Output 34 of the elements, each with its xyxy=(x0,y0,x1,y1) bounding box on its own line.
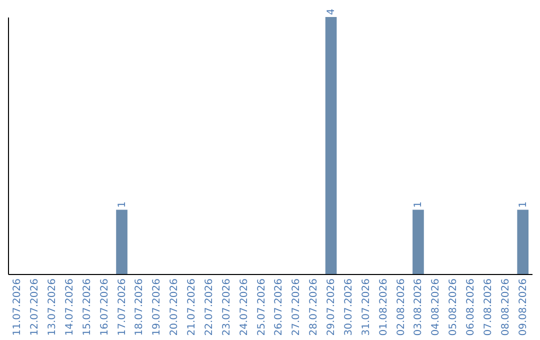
x-tick-label: 16.07.2026 xyxy=(99,278,110,336)
x-tick-label: 04.08.2026 xyxy=(430,278,442,336)
x-tick-label: 24.07.2026 xyxy=(238,278,250,336)
x-tick-label: 06.08.2026 xyxy=(466,278,477,336)
x-tick-label: 30.07.2026 xyxy=(343,278,354,336)
x-tick-label: 22.07.2026 xyxy=(204,278,215,336)
x-tick-label: 12.07.2026 xyxy=(30,278,41,336)
x-tick-label: 09.08.2026 xyxy=(518,278,529,336)
data-label: 4 xyxy=(326,8,338,15)
x-tick-label: 05.08.2026 xyxy=(448,278,460,336)
x-tick-label: 27.07.2026 xyxy=(291,278,302,336)
x-tick-label: 20.07.2026 xyxy=(169,278,180,336)
x-tick-label: 03.08.2026 xyxy=(413,278,424,336)
x-tick-label: 13.07.2026 xyxy=(47,278,58,336)
x-tick-label: 19.07.2026 xyxy=(152,278,163,336)
x-tick-label: 14.07.2026 xyxy=(64,278,76,336)
x-tick-label: 18.07.2026 xyxy=(134,278,146,336)
x-tick-label: 25.07.2026 xyxy=(256,278,268,336)
x-tick-label: 11.07.2026 xyxy=(12,278,24,336)
x-tick-label: 31.07.2026 xyxy=(360,278,372,336)
x-tick-label: 21.07.2026 xyxy=(186,278,198,336)
data-label: 1 xyxy=(116,201,128,208)
x-tick-label: 02.08.2026 xyxy=(396,278,407,336)
x-tick-label: 01.08.2026 xyxy=(378,278,390,336)
data-label: 1 xyxy=(413,201,424,208)
x-tick-label: 23.07.2026 xyxy=(221,278,232,336)
x-tick-label: 28.07.2026 xyxy=(308,278,320,336)
data-label: 1 xyxy=(518,201,529,208)
x-tick-label: 17.07.2026 xyxy=(116,278,128,336)
x-tick-label: 07.08.2026 xyxy=(482,278,494,336)
x-tick-label: 26.07.2026 xyxy=(274,278,285,336)
x-tick-label: 29.07.2026 xyxy=(326,278,338,336)
x-tick-label: 08.08.2026 xyxy=(500,278,512,336)
x-tick-label: 15.07.2026 xyxy=(82,278,93,336)
